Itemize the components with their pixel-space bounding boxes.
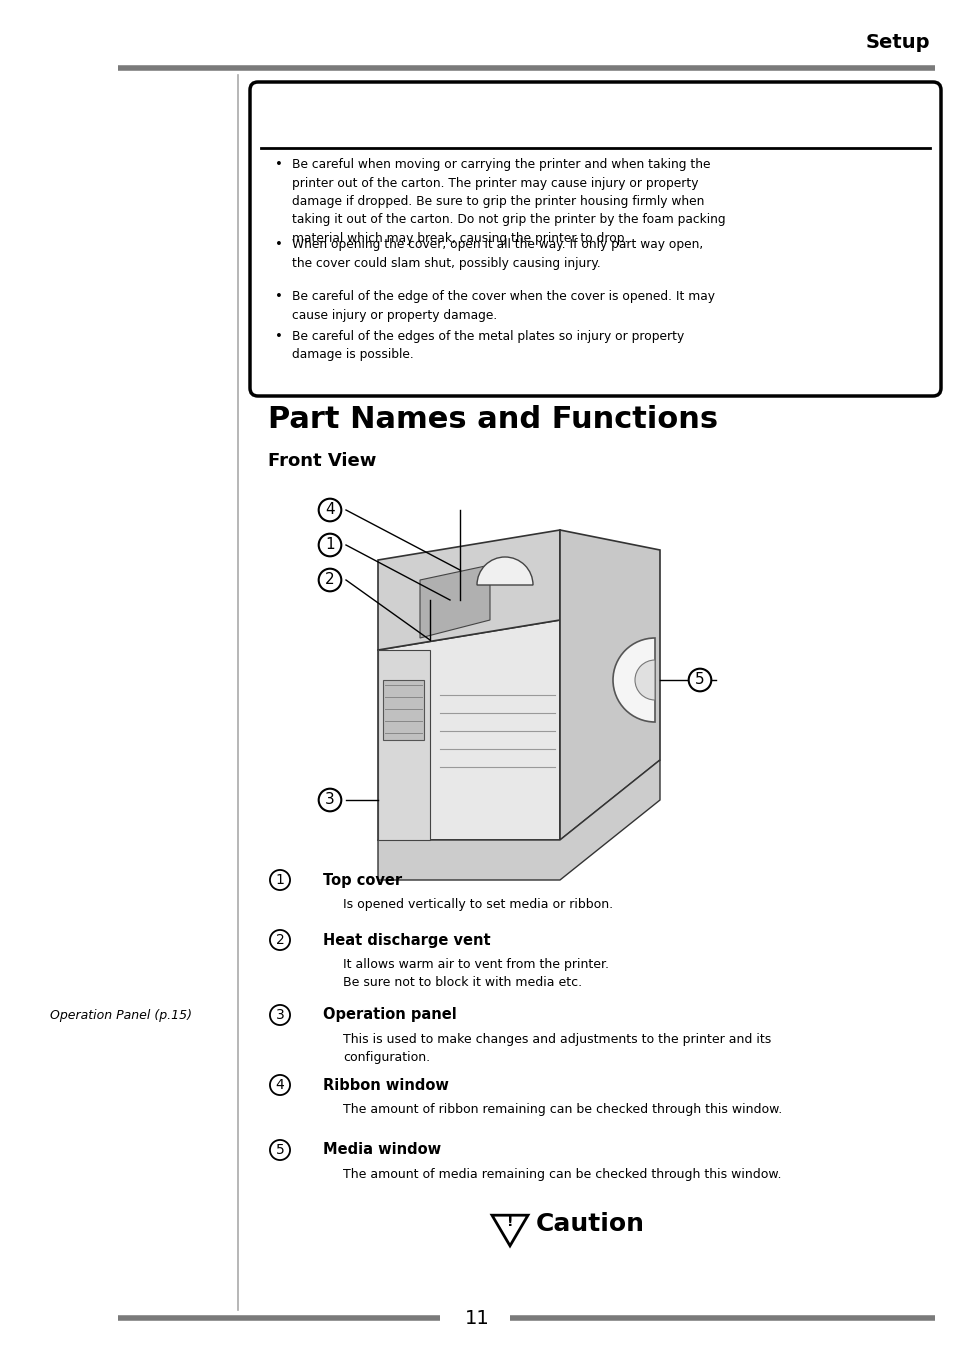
Text: Ribbon window: Ribbon window: [323, 1077, 449, 1092]
Text: When opening the cover, open it all the way. If only part way open,
the cover co: When opening the cover, open it all the …: [292, 239, 702, 270]
Text: 5: 5: [275, 1143, 284, 1157]
Polygon shape: [559, 530, 659, 840]
Text: 1: 1: [325, 538, 335, 553]
Text: Caution: Caution: [536, 1212, 644, 1236]
FancyBboxPatch shape: [250, 82, 940, 396]
Text: Part Names and Functions: Part Names and Functions: [268, 404, 718, 434]
Text: Operation panel: Operation panel: [323, 1007, 456, 1023]
Text: 11: 11: [464, 1309, 489, 1328]
Text: This is used to make changes and adjustments to the printer and its
configuratio: This is used to make changes and adjustm…: [343, 1033, 770, 1064]
Text: It allows warm air to vent from the printer.
Be sure not to block it with media : It allows warm air to vent from the prin…: [343, 958, 608, 989]
Polygon shape: [377, 760, 659, 880]
Text: 2: 2: [325, 573, 335, 588]
Text: •: •: [274, 239, 283, 251]
Polygon shape: [377, 620, 559, 840]
Text: •: •: [274, 158, 283, 171]
Text: Heat discharge vent: Heat discharge vent: [323, 933, 490, 948]
Text: 2: 2: [275, 933, 284, 948]
Wedge shape: [476, 557, 533, 585]
Polygon shape: [377, 530, 559, 650]
Polygon shape: [419, 565, 490, 638]
Wedge shape: [613, 638, 655, 723]
Text: •: •: [274, 290, 283, 303]
Text: Front View: Front View: [268, 452, 376, 470]
Text: !: !: [506, 1215, 513, 1229]
Text: Be careful of the edge of the cover when the cover is opened. It may
cause injur: Be careful of the edge of the cover when…: [292, 290, 714, 322]
Text: Be careful of the edges of the metal plates so injury or property
damage is poss: Be careful of the edges of the metal pla…: [292, 330, 683, 361]
Polygon shape: [377, 650, 430, 840]
Text: 1: 1: [275, 874, 284, 887]
Wedge shape: [635, 661, 655, 700]
Text: Operation Panel (p.15): Operation Panel (p.15): [50, 1008, 192, 1022]
Text: Is opened vertically to set media or ribbon.: Is opened vertically to set media or rib…: [343, 898, 613, 911]
Text: 4: 4: [275, 1078, 284, 1092]
Text: 4: 4: [325, 503, 335, 518]
Text: Top cover: Top cover: [323, 872, 402, 887]
Text: 3: 3: [275, 1008, 284, 1022]
Text: Media window: Media window: [323, 1143, 440, 1158]
Text: •: •: [274, 330, 283, 342]
Text: 5: 5: [695, 673, 704, 687]
Text: 3: 3: [325, 793, 335, 807]
Polygon shape: [382, 679, 423, 740]
Text: Be careful when moving or carrying the printer and when taking the
printer out o: Be careful when moving or carrying the p…: [292, 158, 725, 245]
Text: The amount of media remaining can be checked through this window.: The amount of media remaining can be che…: [343, 1167, 781, 1181]
Text: Setup: Setup: [864, 32, 929, 53]
Text: The amount of ribbon remaining can be checked through this window.: The amount of ribbon remaining can be ch…: [343, 1103, 781, 1116]
